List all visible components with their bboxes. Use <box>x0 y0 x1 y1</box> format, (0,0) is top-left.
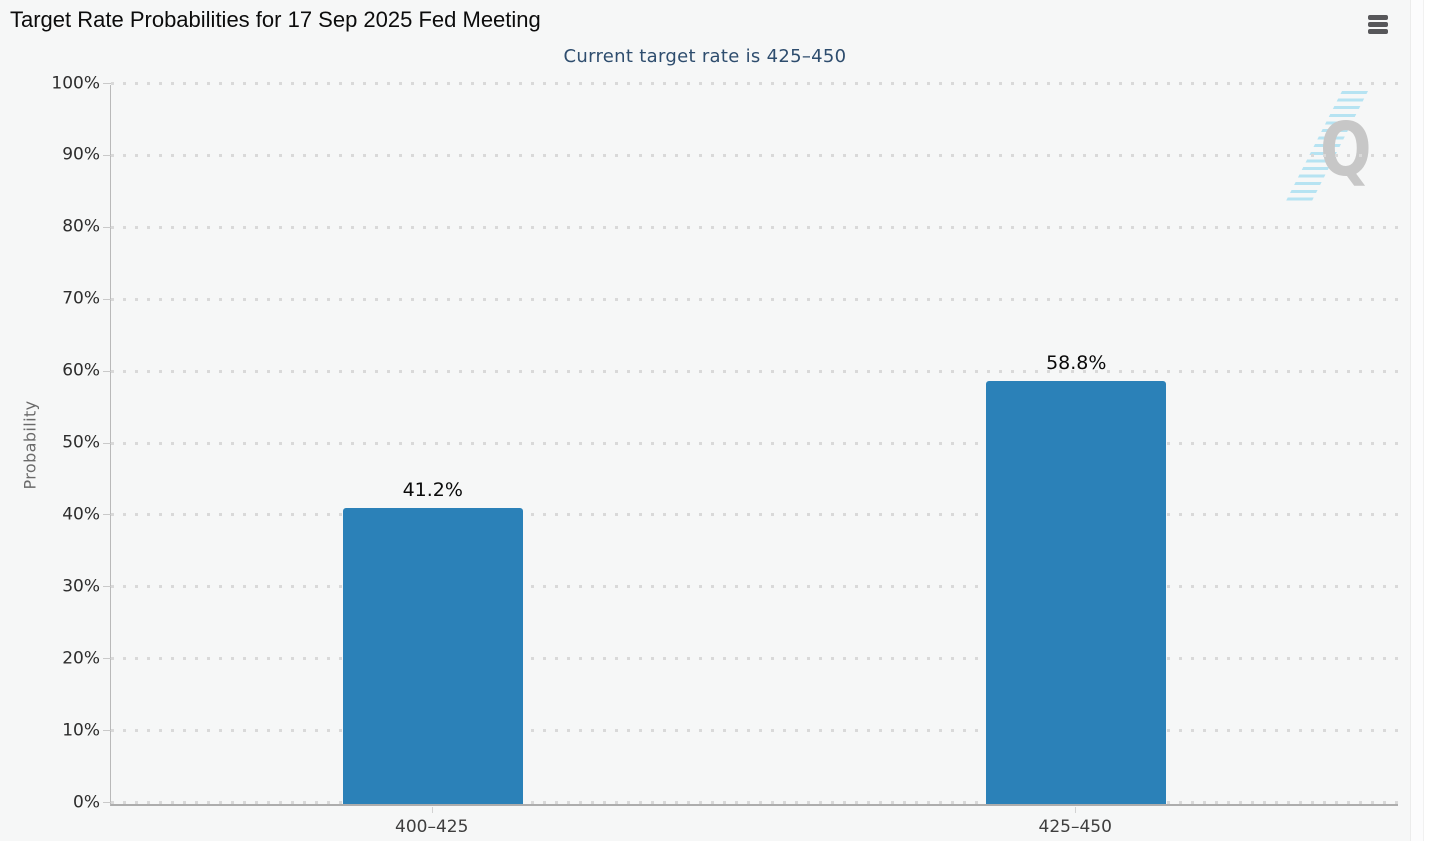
gridline-40%: 40% <box>62 506 1398 523</box>
y-tick-label: 100% <box>51 73 100 93</box>
y-tick-mark <box>103 802 111 803</box>
gridline-0%: 0% <box>73 794 1398 811</box>
x-tick-mark <box>1075 807 1077 813</box>
gridline-50%: 50% <box>62 434 1398 451</box>
bar-425–450[interactable] <box>986 381 1167 804</box>
y-tick-mark <box>103 83 111 84</box>
gridline-60%: 60% <box>62 362 1398 379</box>
x-tick-mark <box>431 807 433 813</box>
gridline-30%: 30% <box>62 578 1398 595</box>
y-tick-label: 80% <box>62 216 100 237</box>
gridline-80%: 80% <box>62 218 1398 235</box>
plot-area: Q 0% 10% 20% 30% 40% 50% 60% 70% 80% 90% 100% 41.2… <box>51 75 1398 811</box>
chart-context-menu-button[interactable] <box>1364 11 1392 39</box>
quikstrike-watermark: Q <box>1258 91 1378 211</box>
y-tick-mark <box>103 370 111 372</box>
y-tick-label: 30% <box>62 576 100 597</box>
gridline-10%: 10% <box>62 722 1398 739</box>
bar-value-label: 58.8% <box>1046 352 1107 375</box>
watermark-stripes-icon <box>1284 91 1368 203</box>
y-tick-mark <box>103 226 111 228</box>
y-tick-label: 20% <box>62 648 100 669</box>
y-tick-label: 10% <box>62 720 100 741</box>
y-tick-mark <box>103 514 111 516</box>
y-axis-title: Probability <box>20 400 40 490</box>
bar-value-label: 41.2% <box>402 478 463 501</box>
y-tick-label: 40% <box>62 504 100 525</box>
y-tick-mark <box>103 730 111 732</box>
y-tick-mark <box>103 442 111 444</box>
gridline-20%: 20% <box>62 650 1398 667</box>
y-tick-mark <box>103 658 111 660</box>
gridline-90%: 90% <box>62 146 1398 163</box>
y-tick-mark <box>103 586 111 588</box>
y-tick-label: 0% <box>73 792 100 812</box>
y-tick-mark <box>103 154 111 156</box>
y-tick-mark <box>103 298 111 300</box>
y-tick-label: 70% <box>62 288 100 309</box>
x-category-label: 425–450 <box>1038 817 1112 837</box>
chart-title: Target Rate Probabilities for 17 Sep 202… <box>10 7 541 32</box>
x-axis-labels: 400–425 425–450 <box>110 807 1397 841</box>
chart-subtitle: Current target rate is 425–450 <box>563 46 847 67</box>
x-category-label: 400–425 <box>395 817 469 837</box>
gridline-70%: 70% <box>62 290 1398 307</box>
hamburger-icon <box>1366 14 1390 34</box>
y-tick-label: 90% <box>62 144 100 165</box>
bar-400–425[interactable] <box>342 507 523 804</box>
y-tick-label: 50% <box>62 432 100 453</box>
scrollbar-gutter <box>1410 0 1430 841</box>
watermark-q-letter: Q <box>1320 107 1372 193</box>
gridline-100%: 100% <box>51 75 1398 92</box>
y-tick-label: 60% <box>62 360 100 381</box>
